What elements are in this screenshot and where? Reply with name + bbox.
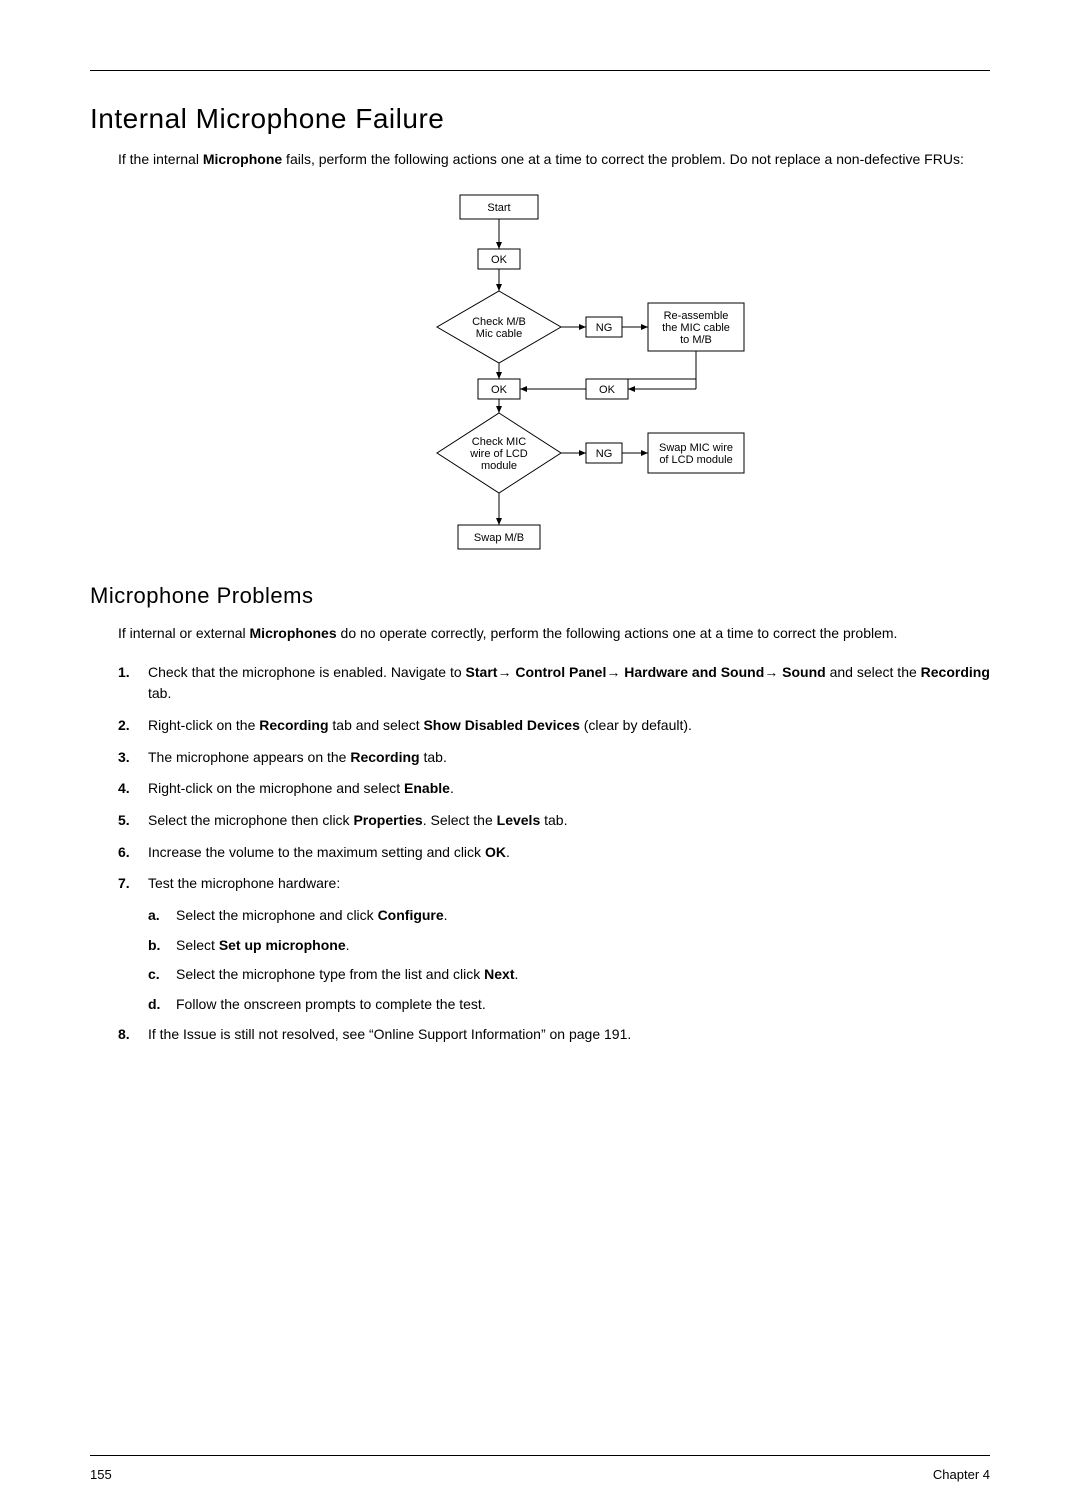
svg-text:NG: NG <box>596 322 613 334</box>
step-text: If the Issue is still not resolved, see … <box>148 1024 990 1046</box>
svg-text:OK: OK <box>491 384 508 396</box>
substep-number: d. <box>148 994 176 1016</box>
svg-text:Check M/B: Check M/B <box>472 316 526 328</box>
substep-text: Select the microphone and click Configur… <box>176 905 990 927</box>
bottom-rule <box>90 1455 990 1456</box>
step-number: 6. <box>118 842 148 864</box>
intro2-a: If internal or external <box>118 625 250 641</box>
intro-1: If the internal Microphone fails, perfor… <box>118 149 990 169</box>
substep-list: a.Select the microphone and click Config… <box>148 905 990 1016</box>
top-rule <box>90 70 990 71</box>
svg-text:Swap M/B: Swap M/B <box>474 532 524 544</box>
footer: 155 Chapter 4 <box>90 1467 990 1482</box>
steps-list: 1.Check that the microphone is enabled. … <box>118 662 990 1046</box>
step-text: The microphone appears on the Recording … <box>148 747 990 769</box>
step-text: Right-click on the Recording tab and sel… <box>148 715 990 737</box>
svg-text:the MIC cable: the MIC cable <box>662 322 730 334</box>
svg-text:Check MIC: Check MIC <box>472 436 526 448</box>
step-item: 4.Right-click on the microphone and sele… <box>118 778 990 800</box>
step-text: Select the microphone then click Propert… <box>148 810 990 832</box>
substep-text: Select Set up microphone. <box>176 935 990 957</box>
substep-number: a. <box>148 905 176 927</box>
step-text: Test the microphone hardware: <box>148 873 990 895</box>
flowchart: Start OK Check M/BMic cable NG Re-assembleth… <box>330 187 750 557</box>
step-text: Check that the microphone is enabled. Na… <box>148 662 990 705</box>
substep-number: c. <box>148 964 176 986</box>
step-number: 2. <box>118 715 148 737</box>
step-item: 2.Right-click on the Recording tab and s… <box>118 715 990 737</box>
step-number: 8. <box>118 1024 148 1046</box>
substep-text: Follow the onscreen prompts to complete … <box>176 994 990 1016</box>
svg-text:of LCD module: of LCD module <box>659 454 732 466</box>
substep-item: c.Select the microphone type from the li… <box>148 964 990 986</box>
intro1-a: If the internal <box>118 151 203 167</box>
intro2-bold: Microphones <box>250 625 337 641</box>
step-number: 5. <box>118 810 148 832</box>
step-item: 8.If the Issue is still not resolved, se… <box>118 1024 990 1046</box>
svg-text:wire of LCD: wire of LCD <box>469 448 528 460</box>
page-title: Internal Microphone Failure <box>90 103 990 135</box>
intro1-bold: Microphone <box>203 151 282 167</box>
chapter-label: Chapter 4 <box>933 1467 990 1482</box>
step-number: 4. <box>118 778 148 800</box>
section-title: Microphone Problems <box>90 583 990 609</box>
step-number: 3. <box>118 747 148 769</box>
substep-text: Select the microphone type from the list… <box>176 964 990 986</box>
step-number: 7. <box>118 873 148 895</box>
substep-item: a.Select the microphone and click Config… <box>148 905 990 927</box>
svg-text:Re-assemble: Re-assemble <box>664 310 729 322</box>
intro2-b: do no operate correctly, perform the fol… <box>337 625 898 641</box>
substep-item: b.Select Set up microphone. <box>148 935 990 957</box>
substep-item: d.Follow the onscreen prompts to complet… <box>148 994 990 1016</box>
step-text: Right-click on the microphone and select… <box>148 778 990 800</box>
svg-text:OK: OK <box>491 254 508 266</box>
svg-text:OK: OK <box>599 384 616 396</box>
svg-text:Mic cable: Mic cable <box>476 328 522 340</box>
step-text: Increase the volume to the maximum setti… <box>148 842 990 864</box>
svg-text:to M/B: to M/B <box>680 334 712 346</box>
step-item: 3.The microphone appears on the Recordin… <box>118 747 990 769</box>
svg-text:module: module <box>481 460 517 472</box>
intro1-b: fails, perform the following actions one… <box>282 151 964 167</box>
svg-text:Start: Start <box>487 202 510 214</box>
step-item: 5.Select the microphone then click Prope… <box>118 810 990 832</box>
page-number: 155 <box>90 1467 112 1482</box>
intro-2: If internal or external Microphones do n… <box>118 623 990 643</box>
substep-number: b. <box>148 935 176 957</box>
step-item: 1.Check that the microphone is enabled. … <box>118 662 990 705</box>
step-item: 7.Test the microphone hardware: <box>118 873 990 895</box>
step-number: 1. <box>118 662 148 705</box>
step-item: 6.Increase the volume to the maximum set… <box>118 842 990 864</box>
svg-text:Swap MIC wire: Swap MIC wire <box>659 442 733 454</box>
svg-text:NG: NG <box>596 448 613 460</box>
